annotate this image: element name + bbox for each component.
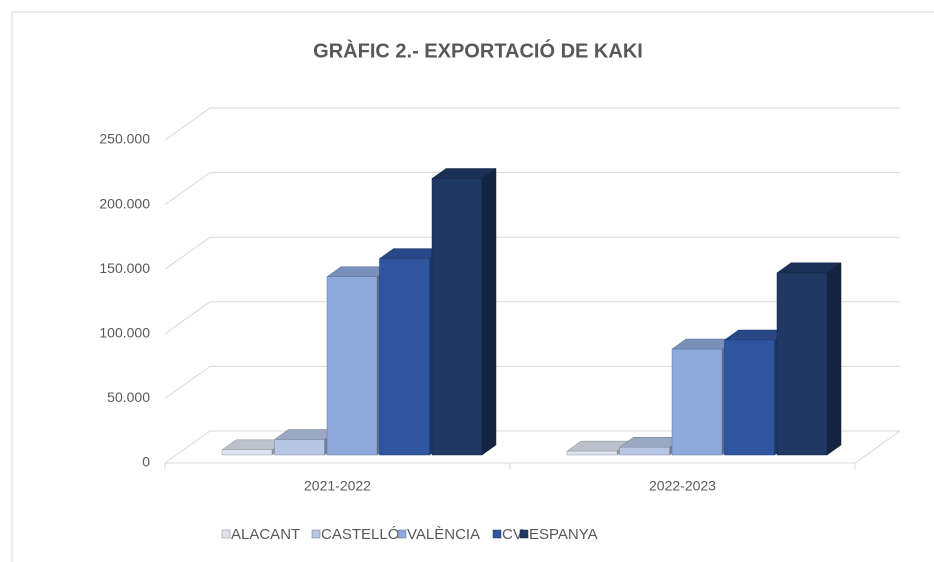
x-tick-label: 2021-2022 <box>304 478 371 494</box>
legend-label: CV <box>502 526 523 543</box>
y-tick-label: 150.000 <box>99 260 150 276</box>
bar-front <box>776 272 828 456</box>
chart-frame <box>11 11 934 562</box>
grid-line <box>164 430 900 464</box>
bar <box>431 168 497 456</box>
legend-label: VALÈNCIA <box>407 526 480 543</box>
y-tick-label: 200.000 <box>99 195 150 211</box>
bar-side <box>481 168 497 456</box>
bar-front <box>326 276 378 456</box>
grid-line <box>164 236 900 270</box>
bar-front <box>671 348 723 456</box>
legend-swatch <box>519 529 529 539</box>
bar-front <box>274 439 325 456</box>
x-tick-label: 2022-2023 <box>649 478 716 494</box>
bar <box>776 262 842 456</box>
legend-swatch <box>311 529 321 539</box>
bar-front <box>431 178 483 456</box>
legend-label: ALACANT <box>231 526 300 543</box>
legend-label: ESPANYA <box>529 526 598 543</box>
bar-front <box>379 258 430 456</box>
bar-side <box>826 262 842 456</box>
legend-swatch <box>492 529 502 539</box>
bar-front <box>619 446 670 456</box>
grid-line <box>164 365 900 399</box>
y-tick-label: 100.000 <box>99 325 150 341</box>
legend-swatch <box>221 529 231 539</box>
grid-line <box>164 107 900 141</box>
grid-line <box>164 301 900 335</box>
bar-front <box>566 450 618 456</box>
bar-front <box>221 449 273 456</box>
legend-swatch <box>397 529 407 539</box>
y-tick-label: 250.000 <box>99 131 150 147</box>
y-tick-label: 50.000 <box>107 389 150 405</box>
y-tick-label: 0 <box>142 454 150 470</box>
grid-line <box>164 172 900 206</box>
legend-label: CASTELLÓ <box>321 526 399 543</box>
chart-title: GRÀFIC 2.- EXPORTACIÓ DE KAKI <box>313 38 643 62</box>
bar-front <box>724 339 775 456</box>
